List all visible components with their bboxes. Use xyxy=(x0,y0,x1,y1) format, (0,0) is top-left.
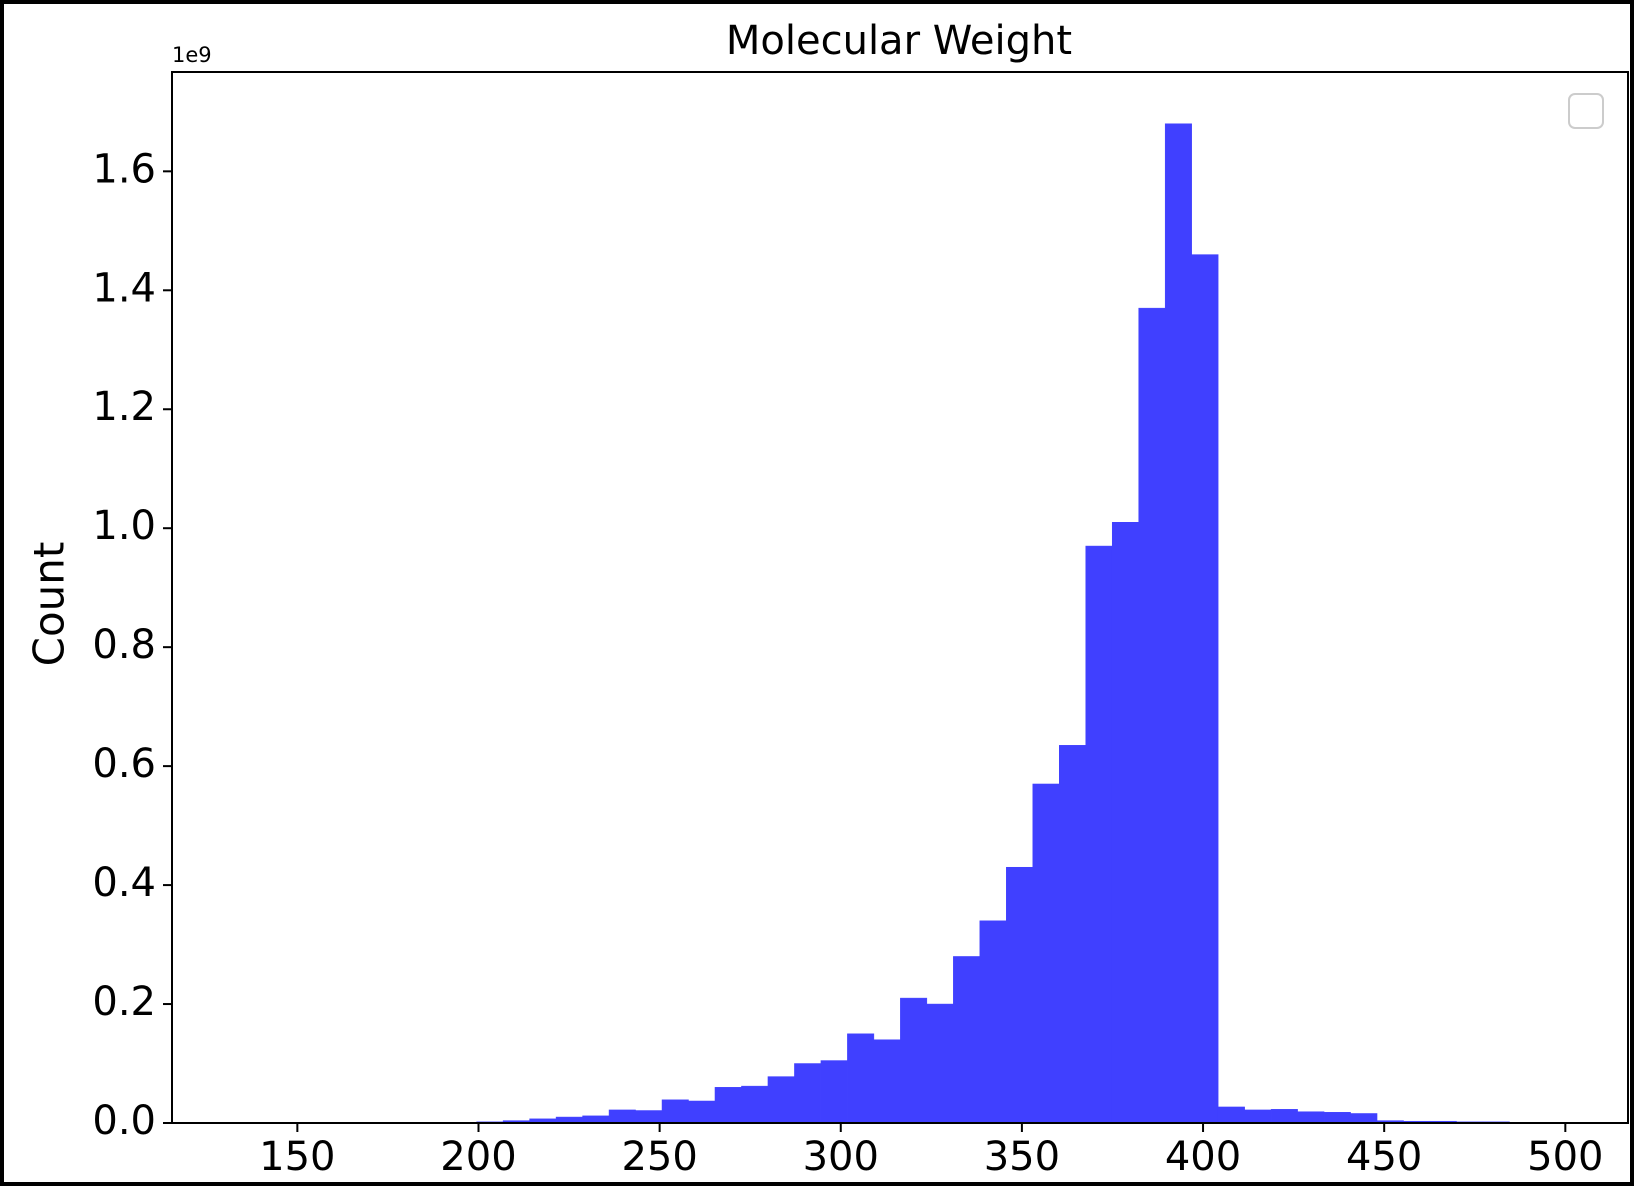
y-tick-label: 0.0 xyxy=(92,1098,156,1144)
bar xyxy=(608,1109,636,1124)
bar xyxy=(1138,307,1166,1124)
x-tick-label: 250 xyxy=(621,1134,697,1180)
bar xyxy=(953,956,981,1124)
bar xyxy=(1164,123,1192,1124)
bar xyxy=(1297,1111,1325,1124)
y-tick-label: 0.8 xyxy=(92,622,156,668)
bar xyxy=(794,1063,822,1124)
y-tick-label: 1.2 xyxy=(92,384,156,430)
y-tick-label: 0.2 xyxy=(92,979,156,1025)
y-tick-label: 0.6 xyxy=(92,741,156,787)
bar xyxy=(582,1115,610,1124)
bar xyxy=(1217,1106,1245,1124)
bar xyxy=(1085,545,1113,1124)
bar xyxy=(714,1087,742,1124)
bar xyxy=(635,1110,663,1124)
bar xyxy=(979,920,1007,1124)
bar xyxy=(767,1076,795,1124)
bar xyxy=(900,997,928,1124)
bar xyxy=(1032,783,1060,1124)
y-axis-label: Count xyxy=(25,542,74,667)
x-tick-label: 300 xyxy=(803,1134,879,1180)
bar xyxy=(1059,745,1086,1124)
legend-box xyxy=(1568,93,1604,129)
bar xyxy=(741,1085,769,1124)
bar xyxy=(1350,1113,1378,1124)
bar xyxy=(926,1003,954,1124)
bar xyxy=(1270,1109,1298,1124)
bar xyxy=(1244,1109,1272,1124)
bar xyxy=(688,1100,716,1124)
bar xyxy=(1191,254,1219,1124)
x-tick-label: 500 xyxy=(1527,1134,1603,1180)
bar xyxy=(873,1039,901,1124)
y-tick-label: 0.4 xyxy=(92,860,156,906)
bar xyxy=(820,1060,848,1124)
x-tick-label: 200 xyxy=(440,1134,516,1180)
x-tick-label: 150 xyxy=(259,1134,335,1180)
bar xyxy=(1006,866,1034,1124)
x-tick-label: 350 xyxy=(984,1134,1060,1180)
bar xyxy=(847,1033,875,1124)
bar xyxy=(661,1099,689,1124)
axes-frame xyxy=(171,71,1629,1124)
x-tick-label: 450 xyxy=(1346,1134,1422,1180)
y-tick-label: 1.0 xyxy=(92,503,156,549)
y-tick-label: 1.6 xyxy=(92,146,156,192)
y-offset-label: 1e9 xyxy=(172,43,212,67)
y-tick-label: 1.4 xyxy=(92,265,156,311)
chart-title: Molecular Weight xyxy=(726,18,1072,64)
bar xyxy=(1111,522,1139,1124)
x-tick-label: 400 xyxy=(1165,1134,1241,1180)
bar xyxy=(1323,1112,1351,1124)
